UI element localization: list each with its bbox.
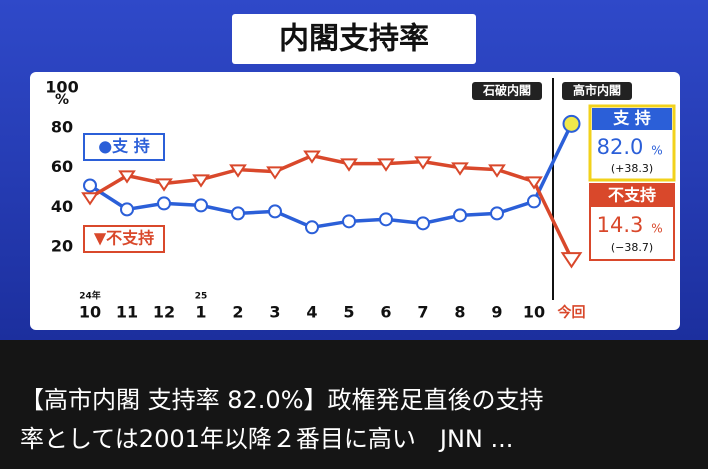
x-tick-label: 2 bbox=[232, 303, 243, 322]
y-tick-label: 20 bbox=[51, 237, 73, 256]
y-tick-label: 40 bbox=[51, 197, 73, 216]
marker bbox=[379, 212, 393, 227]
plot-box bbox=[30, 72, 680, 330]
x-tick-label: 今回 bbox=[557, 304, 586, 321]
x-tick-label: 9 bbox=[491, 303, 502, 322]
period-label: 石破内閣 bbox=[482, 83, 531, 98]
y-unit: % bbox=[55, 92, 69, 108]
x-sublabel: 24年 bbox=[79, 290, 101, 302]
y-tick-label: 60 bbox=[51, 157, 73, 176]
marker bbox=[268, 204, 282, 219]
x-tick-label: 11 bbox=[116, 303, 138, 322]
period-tag bbox=[562, 82, 632, 100]
callout-title: 不支持 bbox=[608, 186, 656, 205]
x-tick-label: 12 bbox=[153, 303, 175, 322]
marker bbox=[83, 178, 97, 193]
callout-unit: % bbox=[651, 144, 662, 158]
marker bbox=[488, 164, 506, 178]
marker bbox=[416, 216, 430, 231]
marker bbox=[194, 198, 208, 213]
x-tick-label: 8 bbox=[454, 303, 465, 322]
marker bbox=[377, 158, 395, 172]
x-tick-label: 6 bbox=[380, 303, 391, 322]
y-tick-label: 100 bbox=[45, 78, 78, 97]
period-label: 高市内閣 bbox=[573, 83, 621, 98]
marker bbox=[342, 214, 356, 229]
caption-background bbox=[0, 340, 708, 469]
marker bbox=[451, 162, 469, 176]
marker bbox=[305, 220, 319, 235]
x-tick-label: 10 bbox=[79, 303, 101, 322]
x-tick-label: 5 bbox=[343, 303, 354, 322]
callout-change: (+38.3) bbox=[611, 162, 653, 175]
marker bbox=[562, 114, 581, 133]
marker bbox=[192, 174, 210, 188]
marker bbox=[490, 206, 504, 221]
callout-header bbox=[592, 108, 672, 130]
legend-label: ●支 持 bbox=[98, 137, 150, 156]
callout-value: 82.0 bbox=[597, 135, 644, 159]
period-tag bbox=[472, 82, 542, 100]
x-tick-label: 1 bbox=[195, 303, 206, 322]
marker bbox=[120, 202, 134, 217]
title-box bbox=[232, 14, 476, 64]
marker bbox=[527, 194, 541, 209]
marker bbox=[340, 158, 358, 172]
x-tick-label: 7 bbox=[417, 303, 428, 322]
marker bbox=[231, 206, 245, 221]
x-sublabel: 25 bbox=[195, 292, 208, 302]
x-tick-label: 10 bbox=[523, 303, 545, 322]
legend-box bbox=[83, 133, 165, 161]
legend-label: ▼不支持 bbox=[94, 229, 154, 248]
marker bbox=[525, 176, 543, 190]
callout-unit: % bbox=[651, 222, 662, 236]
marker bbox=[118, 170, 136, 184]
marker bbox=[453, 208, 467, 223]
marker bbox=[560, 252, 583, 269]
marker bbox=[414, 156, 432, 170]
legend-box bbox=[83, 225, 165, 253]
x-tick-label: 4 bbox=[306, 303, 317, 322]
callout-header bbox=[591, 185, 673, 207]
callout-value: 14.3 bbox=[597, 213, 644, 237]
x-tick-label: 3 bbox=[269, 303, 280, 322]
series-line bbox=[89, 153, 574, 260]
marker bbox=[155, 178, 173, 192]
marker bbox=[157, 196, 171, 211]
chart-title: 内閣支持率 bbox=[279, 22, 429, 57]
marker bbox=[303, 150, 321, 164]
callout-title: 支 持 bbox=[612, 109, 651, 128]
callout-change: (−38.7) bbox=[611, 241, 653, 254]
marker bbox=[81, 192, 99, 206]
marker bbox=[229, 164, 247, 178]
caption-line: 【高市内閣 支持率 82.0%】政権発足直後の支持 bbox=[20, 386, 544, 414]
caption-line: 率としては2001年以降２番目に高い JNN ... bbox=[20, 425, 513, 453]
y-tick-label: 80 bbox=[51, 117, 73, 136]
marker bbox=[266, 166, 284, 180]
